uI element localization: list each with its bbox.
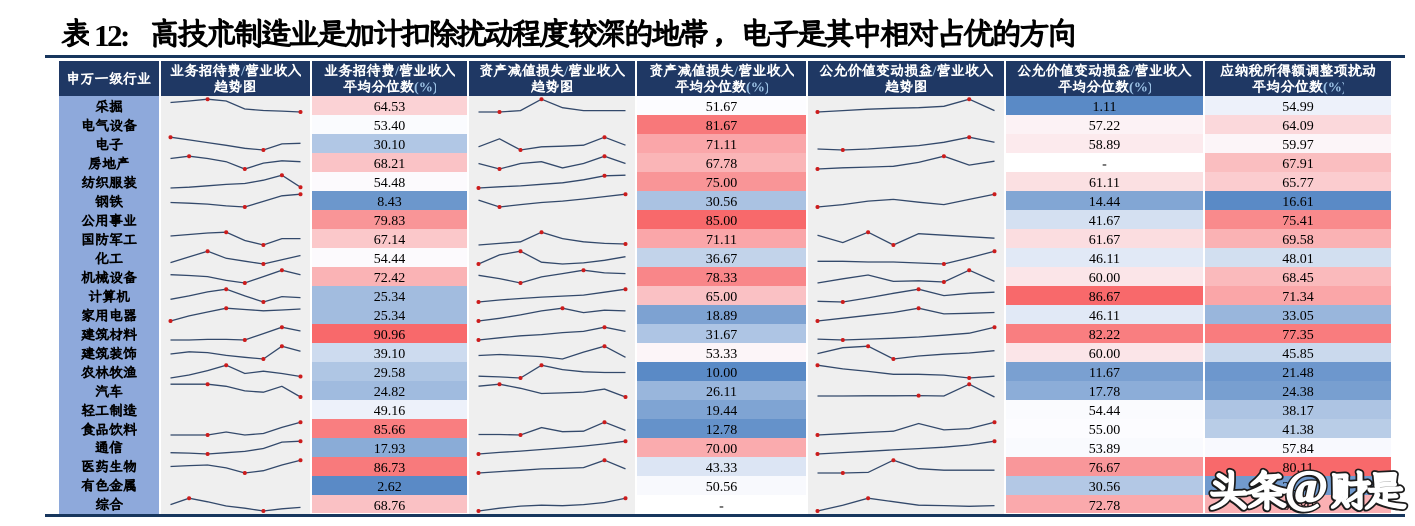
svg-text:/: / [1130, 63, 1136, 79]
svg-text:/: / [733, 63, 739, 79]
svg-text:(%): (%) [746, 79, 767, 95]
svg-text:(%): (%) [1323, 79, 1344, 95]
svg-text:/: / [394, 63, 400, 79]
svg-text:(%): (%) [1129, 79, 1150, 95]
svg-text:(%): (%) [414, 79, 435, 95]
svg-text:/: / [931, 63, 937, 79]
svg-text:@: @ [1285, 461, 1328, 512]
svg-text:/: / [240, 63, 246, 79]
svg-text:@: @ [1284, 463, 1327, 514]
svg-text:@: @ [1285, 461, 1328, 512]
svg-text:/: / [563, 63, 569, 79]
